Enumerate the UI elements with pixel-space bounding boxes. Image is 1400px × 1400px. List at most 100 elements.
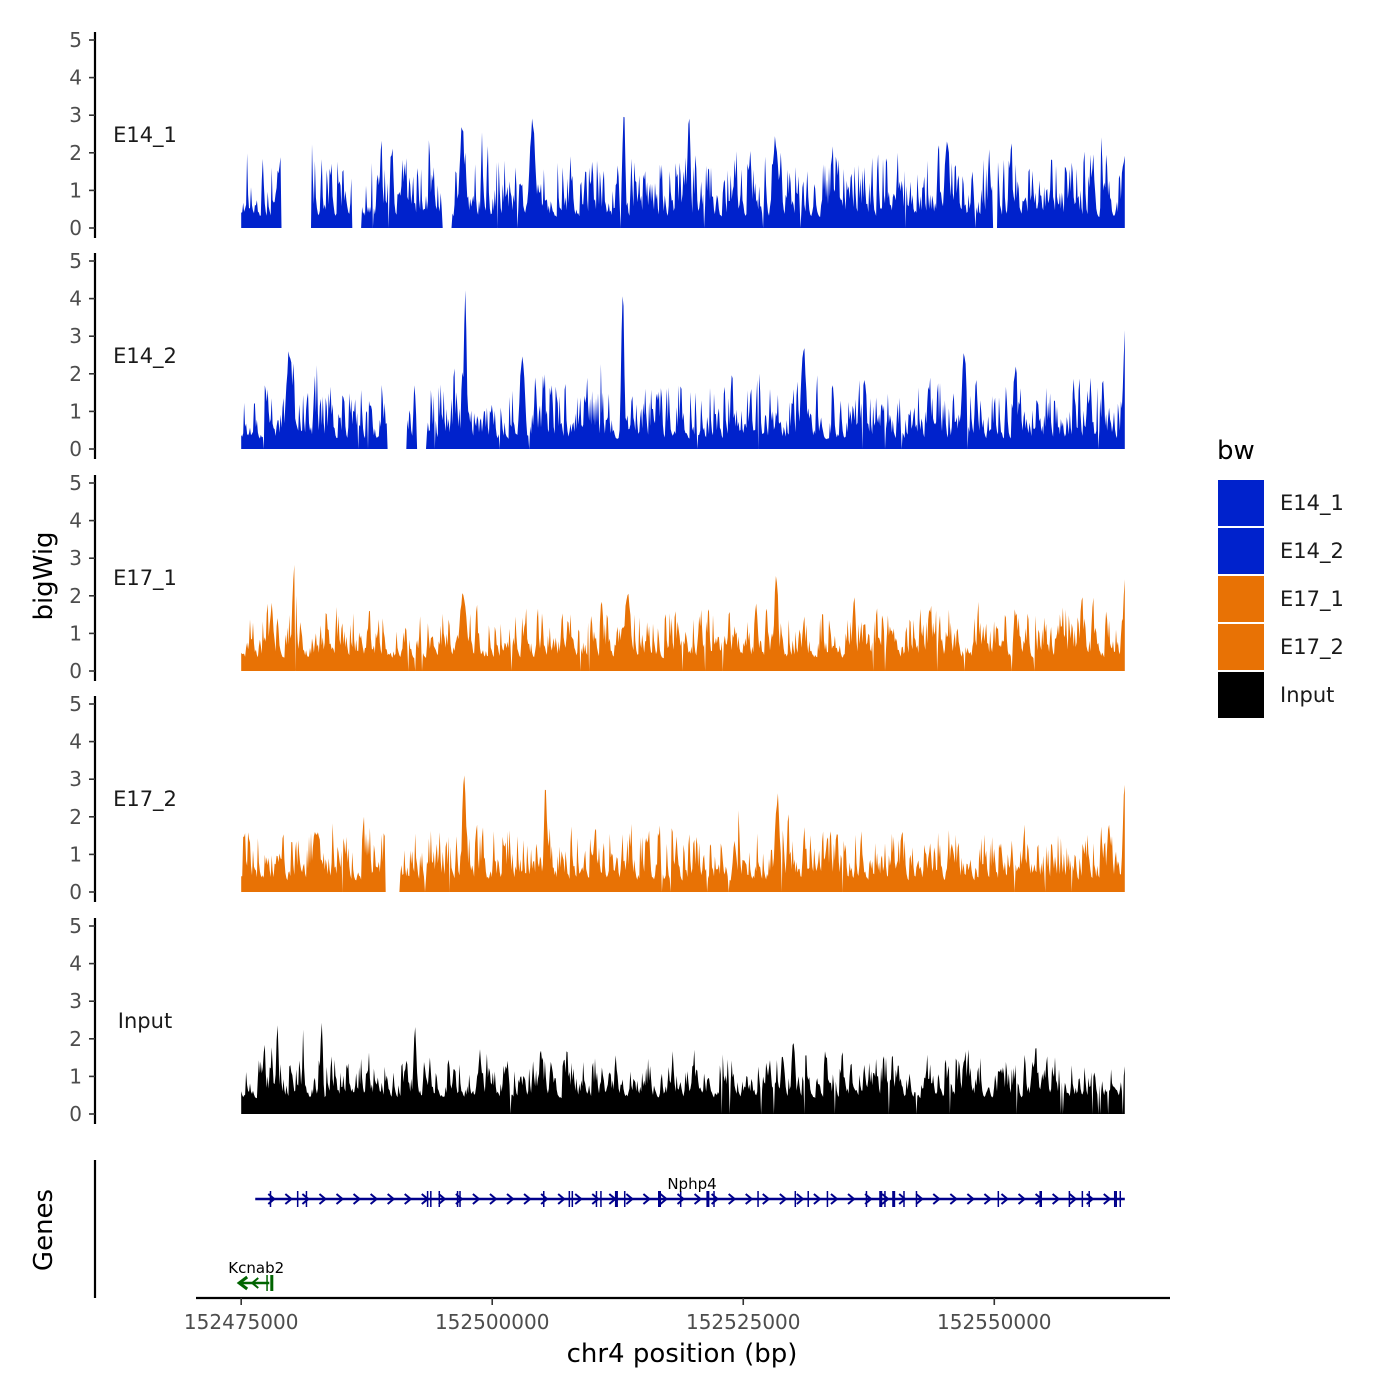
x-tick-label: 152475000: [184, 1310, 299, 1334]
strand-arrow: [250, 1277, 259, 1289]
exon: [826, 1191, 829, 1207]
y-axis-title: bigWig: [29, 531, 59, 620]
legend-label-input: Input: [1280, 683, 1334, 707]
exon: [794, 1191, 797, 1207]
strand-arrow: [284, 1193, 293, 1205]
exon: [296, 1191, 299, 1207]
y-tick-label: 5: [69, 471, 82, 495]
strand-arrow: [335, 1193, 345, 1205]
gene-label-nphp4: Nphp4: [667, 1175, 716, 1193]
y-tick-label: 1: [69, 621, 82, 645]
y-tick-label: 5: [69, 914, 82, 938]
exon: [571, 1191, 574, 1207]
exon: [1119, 1191, 1122, 1207]
track-label-e17-1: E17_1: [113, 566, 177, 591]
y-tick-label: 0: [69, 216, 82, 240]
y-tick-label: 3: [69, 103, 82, 127]
y-tick-label: 2: [69, 362, 82, 386]
track-label-e17-2: E17_2: [113, 787, 177, 812]
y-tick-label: 3: [69, 989, 82, 1013]
y-tick-label: 0: [69, 659, 82, 683]
strand-arrow: [830, 1193, 839, 1205]
track-e17-2: 0 1 2 3 4 5 E17_2: [69, 692, 1125, 904]
strand-arrow: [915, 1193, 924, 1205]
track-e14-2: 0 1 2 3 4 5 E14_2: [69, 249, 1125, 461]
signal-area-e17-2: [241, 775, 1125, 892]
x-tick-label: 152500000: [435, 1310, 550, 1334]
legend-swatch-e17-2: [1218, 624, 1264, 670]
strand-arrow: [236, 1275, 249, 1291]
y-tick-label: 0: [69, 1102, 82, 1126]
signal-area-e14-2: [241, 290, 1125, 449]
exon: [679, 1191, 682, 1207]
x-tick-label: 152550000: [937, 1310, 1052, 1334]
track-label-input: Input: [118, 1009, 172, 1033]
legend-swatch-e14-1: [1218, 480, 1264, 526]
y-tick-label: 4: [69, 509, 82, 533]
signal-area-e17-1: [241, 564, 1125, 671]
strand-arrow: [813, 1193, 822, 1205]
strand-arrow: [1103, 1193, 1112, 1205]
exon: [757, 1191, 759, 1207]
legend: bw E14_1 E14_2 E17_1 E17_2 Input: [1217, 436, 1344, 718]
y-tick-label: 4: [69, 287, 82, 311]
exon: [1113, 1191, 1116, 1207]
y-tick-label: 3: [69, 767, 82, 791]
exon: [1068, 1191, 1071, 1207]
track-e17-1: 0 1 2 3 4 5 E17_1: [69, 471, 1125, 683]
exon: [997, 1191, 1000, 1207]
strand-arrow: [1069, 1193, 1078, 1205]
gene-kcnab2: Kcnab2: [228, 1259, 284, 1291]
legend-label-e14-2: E14_2: [1280, 539, 1344, 564]
strand-arrow: [693, 1193, 703, 1205]
exon: [892, 1191, 896, 1207]
legend-label-e14-1: E14_1: [1280, 491, 1344, 516]
y-tick-label: 3: [69, 324, 82, 348]
strand-arrow: [1017, 1193, 1027, 1205]
exon: [865, 1191, 868, 1207]
y-tick-label: 4: [69, 730, 82, 754]
strand-arrow: [489, 1193, 498, 1205]
y-tick-label: 5: [69, 249, 82, 273]
legend-title: bw: [1217, 436, 1255, 466]
exon: [270, 1275, 274, 1291]
strand-arrow: [728, 1193, 737, 1205]
y-tick-label: 3: [69, 546, 82, 570]
y-tick-label: 1: [69, 1064, 82, 1088]
track-input: 0 1 2 3 4 5 Input: [69, 914, 1125, 1126]
exon: [1040, 1191, 1043, 1207]
strand-arrow: [591, 1193, 600, 1205]
legend-swatch-e17-1: [1218, 576, 1264, 622]
y-tick-label: 5: [69, 28, 82, 52]
x-axis-title: chr4 position (bp): [567, 1339, 798, 1369]
strand-arrow: [932, 1193, 941, 1205]
y-tick-label: 4: [69, 952, 82, 976]
strand-arrow: [301, 1193, 310, 1205]
strand-arrow: [318, 1193, 328, 1205]
signal-area-input: [241, 1022, 1125, 1114]
signal-area-e14-1: [241, 116, 1125, 228]
strand-arrow: [369, 1193, 379, 1205]
strand-arrow: [779, 1193, 788, 1205]
y-tick-label: 0: [69, 880, 82, 904]
exon: [706, 1191, 710, 1207]
genes-axis-title: Genes: [29, 1189, 59, 1271]
strand-arrow: [745, 1193, 754, 1205]
exon: [456, 1191, 459, 1207]
strand-arrow: [387, 1193, 396, 1205]
exon: [568, 1191, 571, 1207]
legend-swatch-e14-2: [1218, 528, 1264, 574]
legend-label-e17-1: E17_1: [1280, 587, 1344, 612]
strand-arrow: [438, 1193, 447, 1205]
legend-swatch-input: [1218, 672, 1264, 718]
legend-label-e17-2: E17_2: [1280, 635, 1344, 660]
exon: [1115, 1191, 1117, 1207]
strand-arrow: [404, 1193, 413, 1205]
strand-arrow: [625, 1193, 634, 1205]
strand-arrow: [574, 1193, 583, 1205]
y-tick-label: 2: [69, 141, 82, 165]
exon: [1088, 1191, 1090, 1207]
x-axis: 152475000 152500000 152525000 152550000: [184, 1296, 1170, 1334]
exon: [595, 1191, 598, 1207]
strand-arrow: [352, 1193, 362, 1205]
